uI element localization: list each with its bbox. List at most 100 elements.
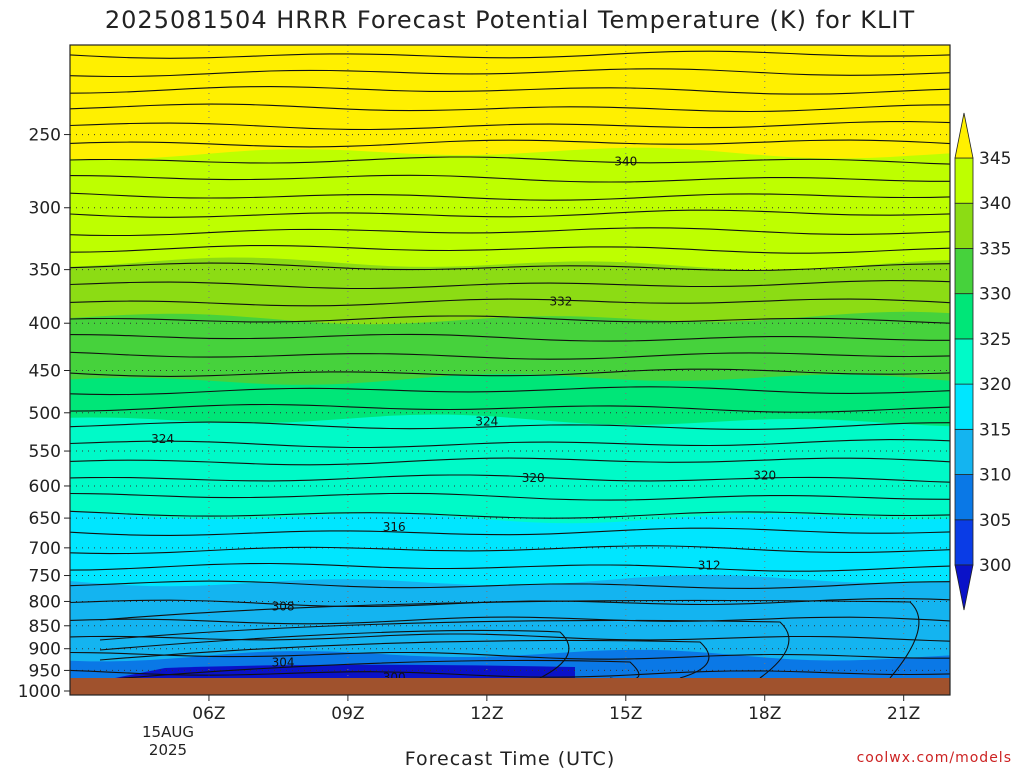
x-tick-label: 18Z: [748, 704, 781, 724]
colorbar-segment: [954, 293, 974, 340]
contour-line: [70, 280, 950, 290]
contour-line: [70, 86, 950, 95]
x-tick-label: 09Z: [331, 704, 364, 724]
contour-label-text: 316: [383, 520, 406, 534]
y-tick-label: 1000: [18, 682, 61, 702]
contour-label: 312: [698, 558, 721, 572]
contour-label: 304: [272, 656, 295, 670]
colorbar-extend-bottom: [954, 564, 974, 611]
contour-label: 308: [272, 599, 295, 613]
contour-label-text: 312: [698, 558, 721, 572]
filled-contours: [70, 45, 950, 695]
contour-line: [70, 50, 950, 59]
x-date-day: 15AUG: [142, 723, 194, 741]
colorbar-label: 325: [979, 330, 1011, 350]
contour-line-low: [99, 639, 710, 679]
colorbar-extend-top: [954, 112, 974, 159]
x-tick-label: 12Z: [470, 704, 503, 724]
colorbar-label: 320: [979, 375, 1011, 395]
contour-line: [70, 139, 950, 148]
contour-label: 320: [753, 468, 776, 482]
colorbar-label: 315: [979, 420, 1011, 440]
contour-line: [70, 439, 950, 449]
contour-label: 340: [614, 154, 637, 168]
y-tick-label: 500: [29, 404, 61, 424]
contour-label-text: 320: [522, 471, 545, 485]
colorbar-segment: [954, 474, 974, 521]
contour-line: [70, 421, 950, 430]
contour-label-text: 332: [549, 295, 572, 309]
colorbar-label: 335: [979, 239, 1011, 259]
contour-line: [70, 368, 950, 377]
contour-line: [70, 351, 950, 360]
x-axis-label: Forecast Time (UTC): [405, 748, 615, 768]
contour-line: [70, 262, 950, 272]
contour-label: 332: [549, 295, 572, 309]
contour-line: [70, 580, 950, 589]
contour-label-text: 304: [272, 656, 295, 670]
contour-line: [70, 545, 950, 555]
contour-label-text: 320: [753, 468, 776, 482]
y-tick-label: 350: [29, 261, 61, 281]
colorbar: 300 305 310 315 320 325 330 335 340 345: [954, 112, 1011, 611]
contour-label: 320: [522, 471, 545, 485]
contour-line-low: [99, 619, 790, 679]
contour-line: [70, 457, 950, 466]
contour-line: [70, 174, 950, 183]
contour-label-text: 340: [614, 154, 637, 168]
colorbar-segment: [954, 202, 974, 249]
contour-line: [70, 474, 950, 483]
credit-text: coolwx.com/models: [857, 750, 1012, 766]
contour-line: [70, 651, 950, 660]
colorbar-label: 305: [979, 511, 1011, 531]
colorbar-label: 300: [979, 556, 1011, 576]
y-tick-label: 650: [29, 509, 61, 529]
contour-label: 316: [383, 520, 406, 534]
contour-line: [70, 669, 950, 678]
colorbar-segment: [954, 383, 974, 430]
contour-label-text: 324: [475, 414, 498, 428]
colorbar-segment: [954, 428, 974, 475]
contour-line: [70, 315, 950, 324]
y-tick-label: 550: [29, 442, 61, 462]
contour-line: [70, 333, 950, 342]
y-tick-label: 700: [29, 539, 61, 559]
y-tick-label: 450: [29, 361, 61, 381]
y-tick-label: 900: [29, 640, 61, 660]
contour-line: [70, 403, 950, 413]
contour-line: [70, 227, 950, 237]
contour-line: [70, 562, 950, 572]
contour-line: [70, 209, 950, 218]
contour-line: [70, 633, 950, 642]
y-tick-label: 850: [29, 617, 61, 637]
contour-line: [70, 121, 950, 131]
contour-line: [70, 386, 950, 396]
x-axis: 06Z 09Z 12Z 15Z 18Z 21Z: [192, 695, 920, 724]
contour-line: [70, 492, 950, 501]
contour-line: [70, 103, 950, 113]
y-tick-label: 400: [29, 314, 61, 334]
contour-label: 324: [475, 414, 498, 428]
x-tick-label: 21Z: [887, 704, 920, 724]
contour-line: [70, 192, 950, 201]
y-tick-label: 250: [29, 126, 61, 146]
contour-line: [70, 527, 950, 536]
colorbar-label: 340: [979, 194, 1011, 214]
x-tick-label: 15Z: [609, 704, 642, 724]
colorbar-label: 310: [979, 466, 1011, 486]
y-tick-label: 600: [29, 477, 61, 497]
contour-line: [70, 156, 950, 165]
contour-line: [70, 510, 950, 519]
contour-line: [70, 298, 950, 307]
contour-line: [70, 616, 950, 625]
contour-line-low: [99, 599, 920, 679]
contour-lines: [70, 50, 950, 681]
contour-line: [70, 245, 950, 254]
contour-line-low: [99, 629, 570, 679]
y-axis: 250 300 350 400 450 500 550 600 650 700 750 800 850 9…: [18, 126, 70, 702]
y-tick-label: 300: [29, 199, 61, 219]
x-tick-label: 06Z: [192, 704, 225, 724]
contour-label-text: 324: [151, 432, 174, 446]
